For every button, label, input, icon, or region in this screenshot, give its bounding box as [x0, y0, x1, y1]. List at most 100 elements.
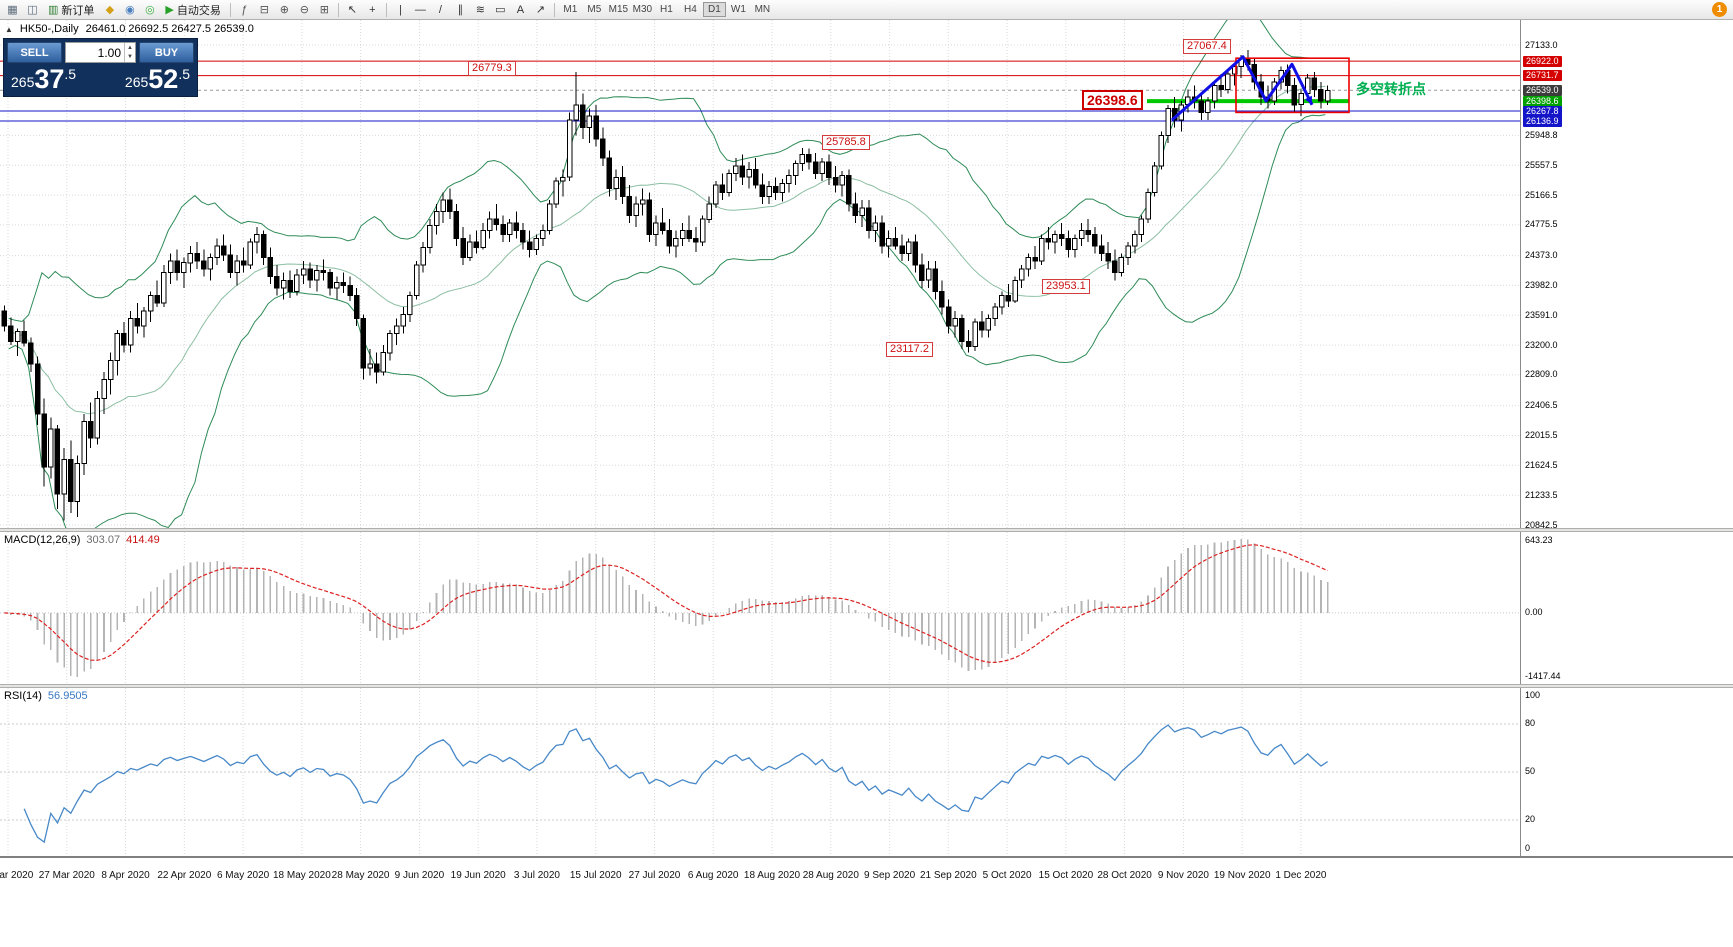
sell-price-sup: .5 — [64, 66, 77, 82]
rsi-svg — [0, 688, 1520, 856]
ohlc-values: 26461.0 26692.5 26427.5 26539.0 — [85, 23, 254, 35]
text-icon[interactable]: A — [516, 3, 525, 16]
buy-button[interactable]: BUY — [139, 42, 194, 63]
macd-plot[interactable] — [0, 532, 1520, 684]
new-order-button[interactable]: ▥ 新订单 — [43, 2, 99, 18]
chart-window: ▲ HK50-,Daily 26461.0 26692.5 26427.5 26… — [0, 20, 1733, 947]
shapes-icon[interactable]: ▭ — [495, 4, 506, 16]
date-axis-label: 28 May 2020 — [331, 870, 390, 881]
date-axis-label: 15 Jul 2020 — [569, 870, 622, 881]
main-chart-plot[interactable]: 26779.3 27067.4 26398.6 25785.8 23953.1 23117… — [0, 20, 1520, 528]
price-callout[interactable]: 27067.4 — [1183, 39, 1231, 54]
date-axis-label: 9 Jun 2020 — [394, 870, 445, 881]
price-line-label: 26922.0 — [1523, 55, 1562, 67]
fibonacci-icon[interactable]: ≋ — [475, 4, 485, 16]
price-axis-label: 25557.5 — [1525, 159, 1558, 170]
vertical-line-icon[interactable]: | — [398, 3, 402, 16]
date-axis-label: 18 Aug 2020 — [743, 870, 801, 881]
panel-separator[interactable] — [0, 684, 1733, 688]
channel-icon[interactable]: ∥ — [457, 4, 464, 16]
timeframe-mn[interactable]: MN — [754, 4, 771, 15]
date-axis-label: 27 Mar 2020 — [38, 870, 95, 881]
sell-price-big: 37 — [34, 64, 65, 94]
zoom-in-icon[interactable]: ⊕ — [279, 4, 289, 16]
community-icon[interactable]: ◎ — [145, 4, 155, 16]
price-callout[interactable]: 23117.2 — [886, 342, 933, 357]
toolbar-separator — [553, 2, 555, 17]
rsi-axis: 100 80 50 20 0 — [1520, 688, 1733, 856]
timeframe-w1[interactable]: W1 — [730, 4, 746, 15]
indicators-icon[interactable]: ƒ — [241, 3, 248, 16]
price-line-label: 26398.6 — [1523, 95, 1562, 107]
buy-price: 265 52 .5 — [125, 66, 190, 93]
arrows-icon[interactable]: ↗ — [535, 4, 545, 16]
buy-price-prefix: 265 — [124, 74, 149, 90]
profiles-icon[interactable]: ◫ — [27, 4, 38, 16]
cursor-icon[interactable]: ↖ — [347, 4, 357, 16]
price-axis-label: 22406.5 — [1525, 400, 1558, 411]
price-axis-label: 23200.0 — [1525, 339, 1558, 350]
rsi-value: 56.9505 — [47, 690, 88, 702]
turning-point-note[interactable]: 多空转折点 — [1356, 81, 1426, 97]
price-callout[interactable]: 26398.6 — [1082, 90, 1143, 110]
price-callout[interactable]: 26779.3 — [468, 61, 516, 76]
buy-price-big: 52 — [148, 64, 179, 94]
price-axis-label: 20842.5 — [1525, 519, 1558, 530]
date-axis-label: 28 Oct 2020 — [1097, 870, 1152, 881]
sell-price: 265 37 .5 — [11, 66, 76, 93]
timeframe-m1[interactable]: M1 — [563, 4, 578, 15]
rsi-panel: RSI(14) 56.9505 100 80 50 20 0 — [0, 688, 1733, 856]
price-axis-label: 22015.5 — [1525, 430, 1558, 440]
rsi-plot[interactable] — [0, 688, 1520, 856]
candlestick-svg — [0, 20, 1520, 528]
new-chart-icon[interactable]: ▦ — [7, 4, 18, 16]
macd-axis: 643.23 0.00 -1417.44 — [1520, 532, 1733, 684]
symbol-period-label: HK50-,Daily — [19, 23, 79, 35]
auto-trading-button[interactable]: ▶ 自动交易 — [160, 2, 225, 18]
price-callout[interactable]: 23953.1 — [1042, 279, 1090, 294]
chart-header: ▲ HK50-,Daily 26461.0 26692.5 26427.5 26… — [5, 23, 254, 35]
price-callout[interactable]: 25785.8 — [822, 135, 870, 150]
date-axis-label: 1 Dec 2020 — [1275, 870, 1327, 881]
price-axis-label: 21233.5 — [1525, 489, 1558, 500]
indicator-window-icon[interactable]: ⊟ — [259, 4, 269, 16]
new-order-button-label: 新订单 — [61, 4, 95, 17]
panel-separator[interactable] — [0, 528, 1733, 532]
bid-ask-prices: 265 37 .5 265 52 .5 — [7, 63, 194, 93]
sell-price-prefix: 265 — [11, 74, 35, 90]
price-line-label: 26267.8 — [1523, 105, 1562, 117]
auto-trading-button-label: 自动交易 — [176, 4, 221, 17]
horizontal-line-icon[interactable]: ― — [414, 3, 426, 16]
price-axis-label: 23591.0 — [1525, 309, 1558, 320]
buy-price-sup: .5 — [178, 66, 190, 82]
timeframe-d1[interactable]: D1 — [702, 2, 726, 17]
trendline-icon[interactable]: / — [438, 3, 442, 16]
rsi-axis-label: 80 — [1525, 718, 1536, 728]
zoom-out-icon[interactable]: ⊖ — [299, 4, 309, 16]
spinner-up-icon[interactable]: ▲ — [127, 44, 133, 51]
toolbar-separator — [337, 2, 339, 17]
notification-badge[interactable]: 1 — [1712, 2, 1727, 17]
toolbar-items: ▦ ◫ ▥ 新订单 ◆ ◉ ◎ ▶ 自动交易 ƒ ⊟ ⊕ ⊖ ⊞ ↖ + | ― / ∥ ≋ ▭ A ↗ M1 M5 M15 M30 H… — [3, 2, 774, 18]
price-line-label: 26539.0 — [1523, 84, 1562, 96]
time-axis: 7 Mar 2020 27 Mar 2020 8 Apr 2020 22 Apr 20… — [0, 856, 1733, 947]
timeframe-m5[interactable]: M5 — [587, 4, 602, 15]
price-axis-label: 22809.0 — [1525, 369, 1558, 380]
date-axis-label: 27 Jul 2020 — [628, 870, 681, 881]
timeframe-h1[interactable]: H1 — [659, 4, 673, 15]
crosshair-icon[interactable]: + — [369, 3, 376, 16]
accounts-icon[interactable]: ◉ — [125, 4, 135, 16]
spinner-down-icon[interactable]: ▼ — [127, 54, 133, 61]
price-axis-label: 21624.5 — [1525, 459, 1558, 470]
collapse-one-click-icon[interactable]: ▲ — [5, 24, 13, 34]
favorites-icon[interactable]: ◆ — [105, 4, 115, 16]
sell-button[interactable]: SELL — [7, 42, 62, 63]
date-axis-label: 19 Nov 2020 — [1213, 870, 1271, 881]
tile-windows-icon[interactable]: ⊞ — [319, 4, 329, 16]
timeframe-m30[interactable]: M30 — [632, 4, 653, 15]
date-axis-label: 5 Oct 2020 — [982, 870, 1032, 881]
volume-input[interactable] — [66, 43, 124, 62]
timeframe-h4[interactable]: H4 — [683, 4, 697, 15]
macd-axis-label: 643.23 — [1525, 535, 1553, 545]
timeframe-m15[interactable]: M15 — [608, 4, 629, 15]
